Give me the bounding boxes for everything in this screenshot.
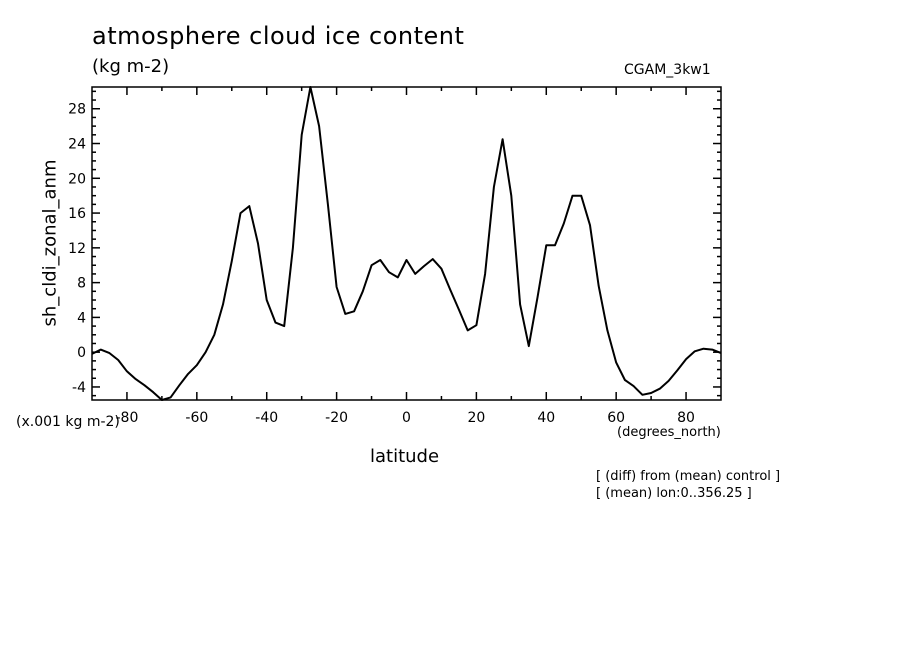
y-tick-label: 20 (68, 171, 86, 187)
chart-title: atmosphere cloud ice content (92, 22, 465, 50)
x-tick-label: -40 (255, 410, 278, 426)
x-tick-label: -60 (185, 410, 208, 426)
y-tick-label: 8 (77, 276, 86, 292)
y-tick-label: 16 (68, 206, 86, 222)
y-tick-label: 28 (68, 102, 86, 118)
x-axis-label: latitude (370, 446, 440, 467)
series-line (91, 86, 722, 401)
axis-ticks (92, 87, 721, 400)
x-tick-label: -80 (116, 410, 139, 426)
x-tick-label: 0 (402, 410, 411, 426)
run-label: CGAM_3kw1 (624, 62, 711, 78)
x-tick-label: 80 (677, 410, 695, 426)
y-tick-label: 24 (68, 137, 86, 153)
mean-note: [ (mean) lon:0..356.25 ] (596, 486, 752, 501)
x-tick-label: 20 (467, 410, 485, 426)
chart-units: (kg m-2) (92, 56, 170, 77)
diff-note: [ (diff) from (mean) control ] (596, 469, 781, 484)
y-tick-label: 0 (77, 345, 86, 361)
x-tick-label: 60 (607, 410, 625, 426)
y-tick-label: -4 (72, 380, 86, 396)
y-scale-note: (x.001 kg m-2) (16, 414, 120, 430)
x-tick-label: 40 (537, 410, 555, 426)
y-tick-label: 4 (77, 310, 86, 326)
plot-frame (91, 86, 722, 401)
x-tick-label: -20 (325, 410, 348, 426)
x-axis-units: (degrees_north) (617, 425, 721, 440)
y-tick-label: 12 (68, 241, 86, 257)
